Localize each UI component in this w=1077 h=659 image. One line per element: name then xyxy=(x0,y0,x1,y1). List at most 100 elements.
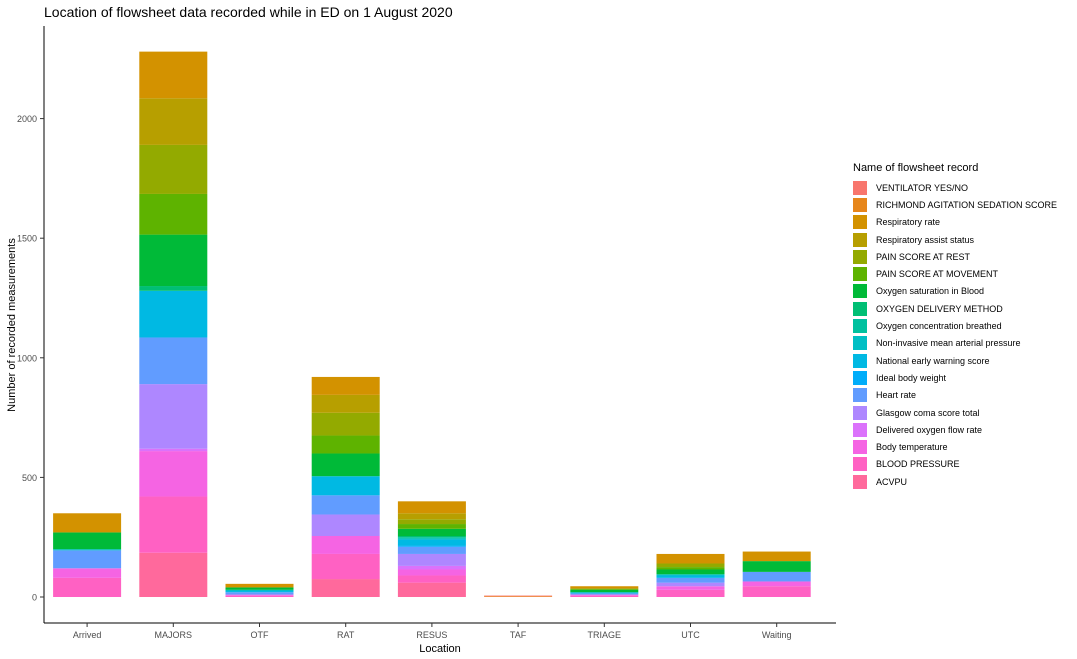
bar-segment xyxy=(397,528,466,537)
bar-segment xyxy=(53,550,122,569)
legend-item: PAIN SCORE AT REST xyxy=(853,248,1057,265)
bar-segment xyxy=(484,596,553,597)
bar-segment xyxy=(53,513,122,533)
legend-items: VENTILATOR YES/NO RICHMOND AGITATION SEDA… xyxy=(853,179,1057,490)
legend-item: Delivered oxygen flow rate xyxy=(853,421,1057,438)
legend-swatch xyxy=(853,180,867,195)
legend-swatch xyxy=(853,405,867,420)
legend-swatch xyxy=(853,301,867,316)
legend-item: Respiratory assist status xyxy=(853,231,1057,248)
legend-swatch xyxy=(853,284,867,299)
legend-swatch xyxy=(853,336,867,351)
bar-segment xyxy=(139,448,208,452)
x-tick-label: RAT xyxy=(337,630,355,640)
legend-swatch xyxy=(853,370,867,385)
legend-swatch xyxy=(853,353,867,368)
legend-item: Heart rate xyxy=(853,387,1057,404)
bar-segment xyxy=(484,595,553,597)
legend-label: ACVPU xyxy=(876,476,908,487)
bar-segment xyxy=(656,553,725,564)
bar-segment xyxy=(397,538,466,540)
x-axis-title: Location xyxy=(419,643,461,655)
y-tick-label: 1500 xyxy=(17,234,37,244)
bar-segment xyxy=(139,552,208,597)
legend-item: ACVPU xyxy=(853,473,1057,490)
bar-segment xyxy=(656,575,725,578)
bar-segment xyxy=(225,595,294,597)
legend-swatch xyxy=(853,232,867,247)
bar-segment xyxy=(53,549,122,551)
legend-label: Heart rate xyxy=(876,390,917,401)
bar-segment xyxy=(311,435,380,454)
legend-label: VENTILATOR YES/NO xyxy=(876,182,969,193)
bar-segment xyxy=(397,501,466,514)
bar-segment xyxy=(225,592,294,595)
bar-segment xyxy=(397,553,466,566)
bar-segment xyxy=(311,579,380,597)
bar-segment xyxy=(570,593,639,595)
bar-segment xyxy=(139,337,208,385)
legend-label: RICHMOND AGITATION SEDATION SCORE xyxy=(876,199,1058,210)
bar-segment xyxy=(53,568,122,578)
legend-swatch xyxy=(853,249,867,264)
bar-segment xyxy=(656,567,725,570)
bar-segment xyxy=(742,581,811,587)
bar-segment xyxy=(311,495,380,515)
legend-item: Oxygen concentration breathed xyxy=(853,317,1057,334)
bar-segment xyxy=(225,591,294,593)
bar-segment xyxy=(570,592,639,594)
legend-swatch xyxy=(853,422,867,437)
legend-label: Oxygen saturation in Blood xyxy=(876,286,985,297)
legend-label: National early warning score xyxy=(876,355,990,366)
bar-segment xyxy=(139,234,208,287)
bars-layer xyxy=(53,51,811,597)
bar-segment xyxy=(397,519,466,525)
legend-label: Glasgow coma score total xyxy=(876,407,980,418)
legend-item: Ideal body weight xyxy=(853,369,1057,386)
bar-segment xyxy=(570,594,639,596)
bar-segment xyxy=(139,144,208,194)
bar-segment xyxy=(139,51,208,99)
legend-swatch xyxy=(853,197,867,212)
bar-segment xyxy=(225,583,294,588)
bar-segment xyxy=(397,546,466,554)
legend-item: RICHMOND AGITATION SEDATION SCORE xyxy=(853,196,1057,213)
bar-segment xyxy=(397,569,466,576)
bar-segment xyxy=(139,451,208,497)
legend-label: Non-invasive mean arterial pressure xyxy=(876,338,1021,349)
bar-segment xyxy=(570,589,639,593)
bar-segment xyxy=(397,524,466,529)
bar-segment xyxy=(570,586,639,589)
axes-layer xyxy=(43,26,836,624)
legend-label: PAIN SCORE AT REST xyxy=(876,251,971,262)
bar-segment xyxy=(311,536,380,554)
bar-segment xyxy=(397,539,466,546)
bar-segment xyxy=(397,537,466,539)
bar-segment xyxy=(139,496,208,553)
bar-segment xyxy=(397,582,466,597)
legend-item: Oxygen saturation in Blood xyxy=(853,283,1057,300)
legend-item: Body temperature xyxy=(853,438,1057,455)
bar-segment xyxy=(139,384,208,449)
bar-segment xyxy=(311,514,380,537)
x-tick-label: TAF xyxy=(510,630,527,640)
bar-segment xyxy=(742,586,811,597)
bar-segment xyxy=(742,571,811,582)
bar-segment xyxy=(656,582,725,587)
y-axis-title: Number of recorded measurements xyxy=(6,238,18,412)
legend-title: Name of flowsheet record xyxy=(853,162,979,174)
bar-segment xyxy=(139,193,208,235)
bar-segment xyxy=(397,513,466,520)
bar-segment xyxy=(311,376,380,395)
legend-label: BLOOD PRESSURE xyxy=(876,459,960,470)
legend-swatch xyxy=(853,474,867,489)
chart-title: Location of flowsheet data recorded whil… xyxy=(44,4,453,20)
bar-segment xyxy=(139,286,208,291)
bar-segment xyxy=(397,575,466,583)
x-tick-label: Waiting xyxy=(762,630,792,640)
bar-segment xyxy=(397,536,466,538)
bar-segment xyxy=(570,588,639,590)
x-tick-label: TRIAGE xyxy=(588,630,622,640)
bar-segment xyxy=(139,290,208,338)
